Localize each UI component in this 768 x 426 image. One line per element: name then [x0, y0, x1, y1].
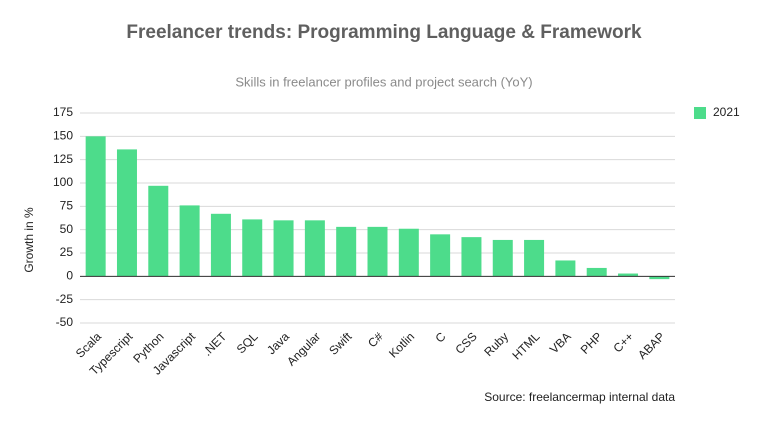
legend-swatch — [694, 107, 706, 119]
x-tick-label: PHP — [578, 329, 605, 356]
x-tick-label: Ruby — [481, 329, 511, 359]
bar — [85, 136, 106, 277]
x-tick-label: HTML — [509, 329, 542, 362]
bar — [210, 213, 231, 277]
x-tick-label: C++ — [610, 329, 636, 355]
x-tick-label: .NET — [200, 329, 230, 359]
y-tick-label: 100 — [53, 175, 73, 189]
x-tick-label: C# — [365, 329, 386, 350]
x-tick-label: ABAP — [635, 329, 668, 362]
chart-subtitle: Skills in freelancer profiles and projec… — [235, 74, 532, 89]
bar — [273, 220, 294, 277]
y-tick-label: 125 — [53, 152, 73, 166]
x-tick-label: VBA — [547, 329, 574, 356]
bar — [618, 273, 639, 277]
y-axis-label: Growth in % — [22, 207, 36, 273]
y-tick-label: 75 — [60, 199, 74, 213]
y-tick-label: -50 — [56, 315, 74, 329]
bar — [430, 234, 451, 277]
bar — [555, 260, 576, 277]
bar — [116, 149, 137, 277]
y-tick-label: 25 — [60, 245, 74, 259]
y-tick-label: 175 — [53, 105, 73, 119]
bar — [242, 219, 263, 277]
bar — [524, 239, 545, 277]
source-note: Source: freelancermap internal data — [484, 390, 675, 404]
x-tick-label: C — [432, 329, 448, 345]
bar — [304, 220, 325, 277]
bar — [649, 276, 670, 280]
x-tick-label: SQL — [234, 329, 261, 356]
bar — [367, 226, 388, 277]
y-tick-label: 0 — [66, 269, 73, 283]
chart-title: Freelancer trends: Programming Language … — [126, 22, 642, 43]
x-tick-label: Angular — [284, 329, 323, 368]
y-tick-label: 50 — [60, 222, 74, 236]
x-tick-label: Kotlin — [386, 329, 417, 360]
y-tick-label: 150 — [53, 129, 73, 143]
x-tick-label: Swift — [326, 329, 355, 358]
x-tick-label: CSS — [452, 329, 479, 356]
bar — [336, 226, 357, 277]
y-tick-label: -25 — [56, 292, 74, 306]
bar — [586, 267, 607, 277]
bar — [179, 205, 200, 277]
legend-label: 2021 — [713, 105, 740, 119]
bar — [492, 239, 513, 277]
bar — [461, 237, 482, 277]
bar — [398, 228, 419, 277]
x-tick-label: Java — [264, 329, 292, 357]
bar — [148, 185, 169, 277]
